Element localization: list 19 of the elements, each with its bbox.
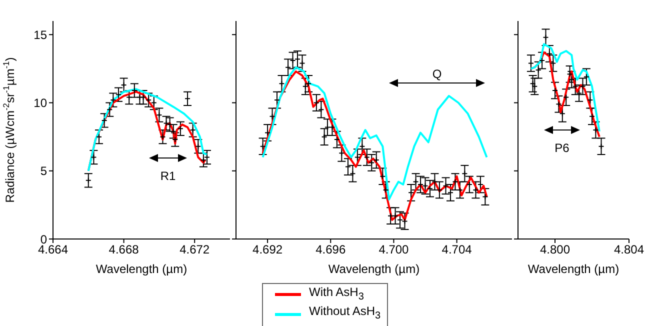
legend-label: Without AsH$_{3}$: [309, 304, 381, 324]
annotation: P6: [554, 141, 570, 155]
annotation: Q: [432, 67, 442, 81]
y-tick-label: 15: [34, 28, 48, 42]
x-tick-label: 4.700: [378, 242, 410, 257]
x-tick-label: 4.704: [442, 242, 472, 257]
x-tick-label: 4.696: [316, 242, 346, 257]
x-axis-title: Wavelength (µm): [328, 262, 420, 276]
x-tick-label: 4.692: [252, 242, 283, 257]
y-tick-label: 5: [40, 164, 48, 178]
x-tick-label: 4.672: [180, 242, 210, 257]
y-tick-label: 10: [34, 96, 48, 110]
x-axis-title: Wavelength (µm): [96, 262, 188, 276]
x-tick-label: 4.800: [540, 242, 570, 257]
legend-label: With AsH$_{3}$: [309, 285, 364, 304]
x-axis-title: Wavelength (µm): [528, 262, 620, 276]
annotation: R1: [160, 169, 176, 183]
x-tick-label: 4.668: [108, 242, 140, 257]
x-tick-label: 4.804: [614, 242, 644, 257]
